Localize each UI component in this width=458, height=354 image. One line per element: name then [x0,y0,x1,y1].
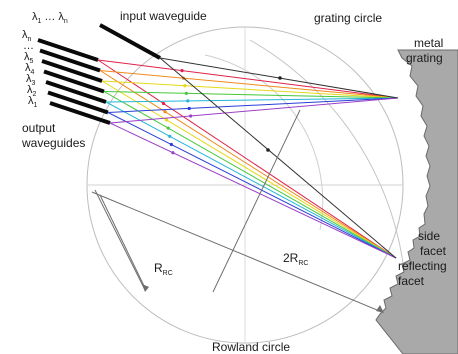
ray-marker [184,91,188,95]
output-waveguide [43,69,105,94]
ray-to-upper-focus [105,97,399,103]
reflecting-facet-label-2: facet [398,274,425,288]
ray-to-upper-focus [107,97,399,113]
ray-to-upper-focus [101,80,399,99]
output-waveguide [49,101,111,125]
metal-grating [375,49,458,354]
ray-marker [189,114,193,118]
ray-marker [161,101,166,106]
input-waveguide-label: input waveguide [120,9,207,23]
ray-marker [180,69,184,73]
ray-to-lower-focus [105,101,397,259]
ray-marker [165,118,169,122]
output-waveguides-label-2: waveguides [21,136,85,150]
ray-to-lower-focus [101,80,397,259]
ray-marker [183,84,187,88]
metal-grating-label-2: grating [406,51,443,65]
wavelength-label: λ5 [24,51,34,65]
ray-to-upper-focus [109,97,399,124]
radius-guide [99,194,147,291]
ray-marker [166,126,170,130]
wavelength-label: λ3 [26,73,36,87]
rc-guide-line [94,189,146,291]
input-lambda-first: λ1… λn [32,11,68,25]
side-facet-label-1: side [418,229,440,243]
construction-arc [204,54,324,231]
ray-to-upper-focus [97,59,399,99]
ray-to-upper-focus [103,91,399,99]
beam-marker [278,76,282,80]
grating-circle-arc [249,39,408,341]
radius-label: RRC [154,261,173,277]
ray-to-lower-focus [97,59,397,259]
input-waveguide [99,23,161,60]
ray-marker [168,134,172,138]
center-guide-line [212,109,301,293]
ray-marker [187,106,191,111]
side-facet-label-2: facet [420,244,447,258]
ray-fan [97,59,399,259]
wavelength-label: λ1 [28,95,38,109]
reflecting-facet-label-1: reflecting [398,259,447,273]
ray-marker [171,151,175,155]
output-waveguide [41,59,103,83]
wavelength-label: λn [22,29,32,43]
wavelength-label: … [23,40,34,52]
ray-to-upper-focus [99,70,399,99]
ray-marker [163,110,167,114]
output-waveguide [45,80,107,104]
output-waveguides-label-1: output [22,121,56,135]
ray-to-lower-focus [103,91,397,259]
ray-marker [169,142,173,147]
2rc-arrowhead [376,305,384,313]
rc-arrowhead [142,284,149,292]
output-waveguide [39,48,101,73]
beam-marker [266,148,270,152]
rowland-circle-label: Rowland circle [212,340,290,354]
output-waveguide [47,90,109,115]
double-radius-label: 2RRC [283,251,308,267]
input-beam-bottom [159,57,397,259]
output-waveguides [37,38,111,125]
wavelength-label: λ2 [27,84,37,98]
ray-to-lower-focus [107,112,397,259]
ray-to-lower-focus [109,122,397,259]
ray-marker [186,99,190,103]
2rc-guide-line [91,191,383,313]
output-waveguide [37,38,99,62]
grating-circle-label: grating circle [314,11,382,25]
metal-grating-label-1: metal [414,36,443,50]
wavelength-label: λ4 [25,62,35,76]
